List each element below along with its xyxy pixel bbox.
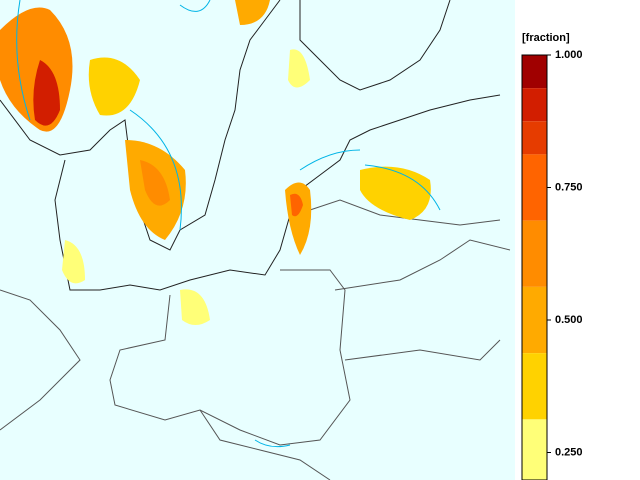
baltic-border <box>334 239 511 291</box>
colorbar-tick-label: 1.000 <box>555 49 583 61</box>
scandinavia-coast <box>0 0 281 251</box>
colorbar-tick-label: 0.250 <box>555 446 583 458</box>
map-area <box>0 0 515 480</box>
snow-patch <box>62 240 85 284</box>
map-features <box>0 0 511 480</box>
colorbar-band <box>522 220 547 287</box>
west-border <box>0 289 81 431</box>
colorbar-tick-label: 0.750 <box>555 181 583 193</box>
finland-coast <box>299 0 451 91</box>
colorbar-band <box>522 55 547 89</box>
colorbar-tick-label: 0.500 <box>555 314 583 326</box>
snow-patch <box>235 0 270 25</box>
colorbar-band <box>522 154 547 221</box>
contours <box>16 0 441 448</box>
colorbar-band <box>522 121 547 155</box>
baltic-south-coast <box>54 94 501 291</box>
colorbar-band <box>522 419 547 480</box>
snow-patch <box>288 49 310 88</box>
snow-patch <box>290 193 303 217</box>
lithuania-border <box>309 199 501 226</box>
colorbar: [fraction] <box>522 32 570 44</box>
belarus-border <box>344 339 501 361</box>
colorbar-band <box>522 353 547 420</box>
snow-patch <box>140 160 170 206</box>
poland-border <box>109 269 351 446</box>
colorbar-frame <box>521 54 548 480</box>
colorbar-band <box>522 88 547 122</box>
snow-patch <box>33 60 60 126</box>
snow-patch <box>180 289 210 325</box>
colorbar-band <box>522 286 547 354</box>
snow-patch <box>88 57 140 116</box>
south-border <box>199 409 331 480</box>
colorbar-label: [fraction] <box>522 32 570 44</box>
